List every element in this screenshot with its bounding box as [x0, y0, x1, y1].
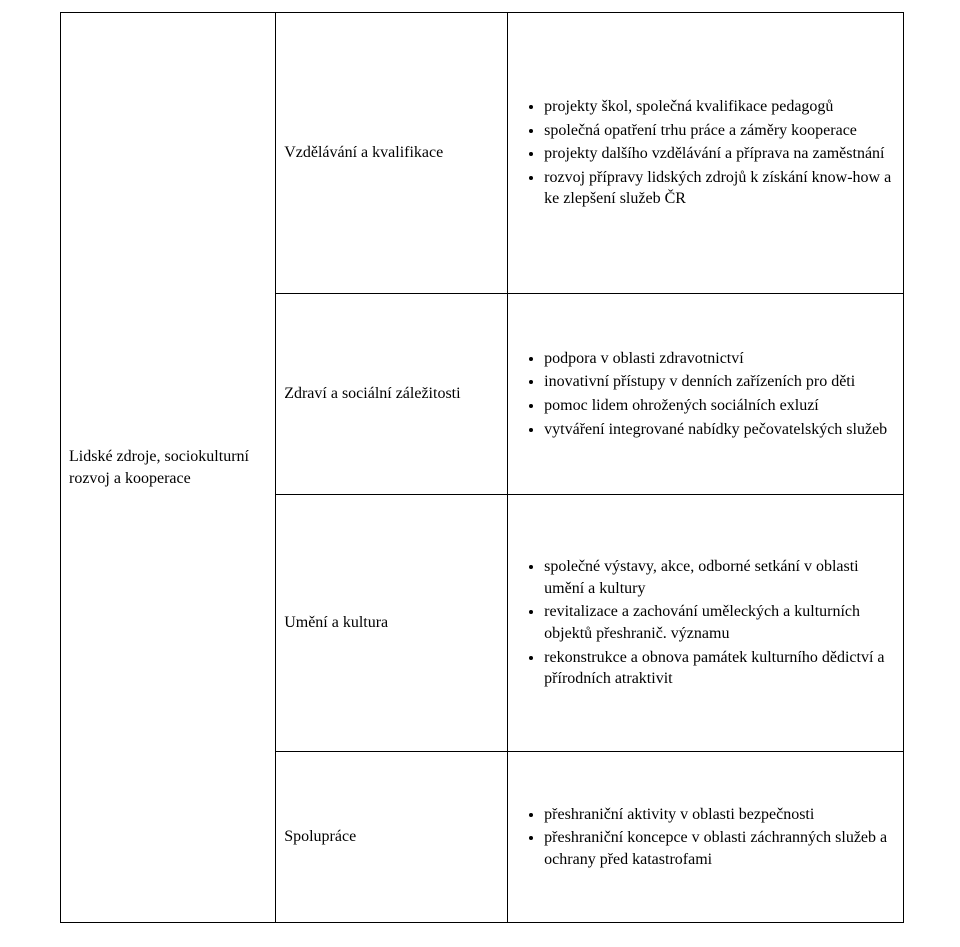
list-item: projekty dalšího vzdělávání a příprava n… [544, 143, 895, 165]
table-row: Lidské zdroje, sociokulturní rozvoj a ko… [61, 13, 904, 294]
cell-details: společné výstavy, akce, odborné setkání … [508, 495, 904, 752]
list-item: společná opatření trhu práce a záměry ko… [544, 120, 895, 142]
cell-subtopic: Umění a kultura [276, 495, 508, 752]
cell-details: projekty škol, společná kvalifikace peda… [508, 13, 904, 294]
details-list: společné výstavy, akce, odborné setkání … [516, 556, 895, 690]
list-item: přeshraniční koncepce v oblasti záchrann… [544, 827, 895, 870]
list-item: společné výstavy, akce, odborné setkání … [544, 556, 895, 599]
details-list: podpora v oblasti zdravotnictví inovativ… [516, 348, 895, 440]
subtopic-label: Vzdělávání a kvalifikace [284, 144, 443, 161]
subtopic-label: Umění a kultura [284, 614, 388, 631]
list-item: pomoc lidem ohrožených sociálních exluzí [544, 395, 895, 417]
subtopic-label: Spolupráce [284, 828, 356, 845]
list-item: inovativní přístupy v denních zařízeních… [544, 371, 895, 393]
topic-group-label: Lidské zdroje, sociokulturní rozvoj a ko… [69, 448, 249, 487]
cell-topic-group: Lidské zdroje, sociokulturní rozvoj a ko… [61, 13, 276, 923]
list-item: podpora v oblasti zdravotnictví [544, 348, 895, 370]
list-item: rozvoj přípravy lidských zdrojů k získán… [544, 167, 895, 210]
list-item: projekty škol, společná kvalifikace peda… [544, 96, 895, 118]
cell-subtopic: Zdraví a sociální záležitosti [276, 294, 508, 495]
cell-details: přeshraniční aktivity v oblasti bezpečno… [508, 752, 904, 923]
content-table: Lidské zdroje, sociokulturní rozvoj a ko… [60, 12, 904, 923]
cell-subtopic: Vzdělávání a kvalifikace [276, 13, 508, 294]
details-list: projekty škol, společná kvalifikace peda… [516, 96, 895, 210]
subtopic-label: Zdraví a sociální záležitosti [284, 385, 460, 402]
details-list: přeshraniční aktivity v oblasti bezpečno… [516, 804, 895, 871]
list-item: přeshraniční aktivity v oblasti bezpečno… [544, 804, 895, 826]
page: Lidské zdroje, sociokulturní rozvoj a ko… [0, 0, 960, 947]
list-item: revitalizace a zachování uměleckých a ku… [544, 601, 895, 644]
list-item: vytváření integrované nabídky pečovatels… [544, 419, 895, 441]
cell-details: podpora v oblasti zdravotnictví inovativ… [508, 294, 904, 495]
cell-subtopic: Spolupráce [276, 752, 508, 923]
list-item: rekonstrukce a obnova památek kulturního… [544, 647, 895, 690]
